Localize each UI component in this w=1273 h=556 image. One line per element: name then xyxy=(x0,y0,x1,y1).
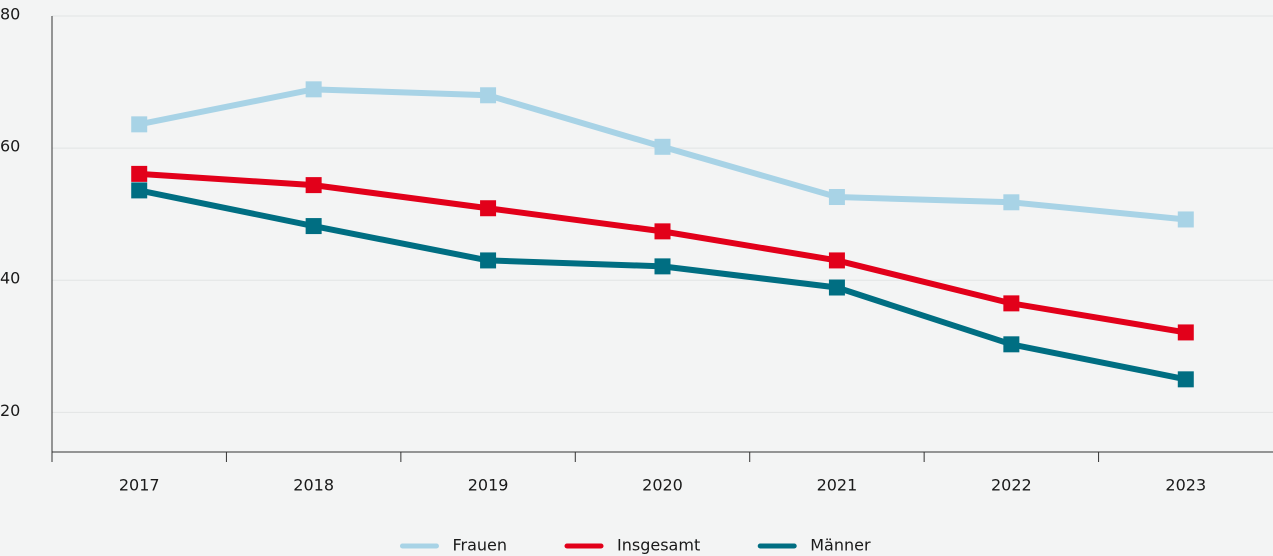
legend-label: Männer xyxy=(810,536,871,555)
series-marker xyxy=(1177,324,1194,341)
series-marker xyxy=(480,87,497,104)
series-marker xyxy=(1003,295,1020,312)
x-tick-label: 2019 xyxy=(468,476,509,495)
x-tick-label: 2023 xyxy=(1165,476,1206,495)
series-marker xyxy=(828,252,845,269)
y-tick-label: 80 xyxy=(0,5,20,24)
series-marker xyxy=(131,116,148,133)
series-marker xyxy=(1177,371,1194,388)
series-marker xyxy=(305,218,322,235)
series-marker xyxy=(305,177,322,194)
x-tick-label: 2021 xyxy=(817,476,858,495)
series-marker xyxy=(1177,211,1194,228)
series-marker xyxy=(480,252,497,269)
series-marker xyxy=(654,258,671,275)
series-marker xyxy=(828,279,845,296)
y-tick-label: 60 xyxy=(0,137,20,156)
series-line xyxy=(138,187,1187,383)
x-tick-label: 2022 xyxy=(991,476,1032,495)
x-tick-label: 2018 xyxy=(293,476,334,495)
series-marker xyxy=(654,223,671,240)
y-tick-label: 20 xyxy=(0,401,20,420)
series-marker xyxy=(131,165,148,182)
legend-label: Insgesamt xyxy=(617,536,700,555)
series-marker xyxy=(828,189,845,206)
series-marker xyxy=(480,200,497,217)
legend-label: Frauen xyxy=(452,536,507,555)
series-marker xyxy=(131,182,148,199)
x-tick-label: 2017 xyxy=(119,476,160,495)
x-tick-label: 2020 xyxy=(642,476,683,495)
series-marker xyxy=(305,81,322,98)
y-tick-label: 40 xyxy=(0,269,20,288)
series-marker xyxy=(654,138,671,155)
series-marker xyxy=(1003,336,1020,353)
series-line xyxy=(139,170,1187,336)
series-marker xyxy=(1003,194,1020,211)
